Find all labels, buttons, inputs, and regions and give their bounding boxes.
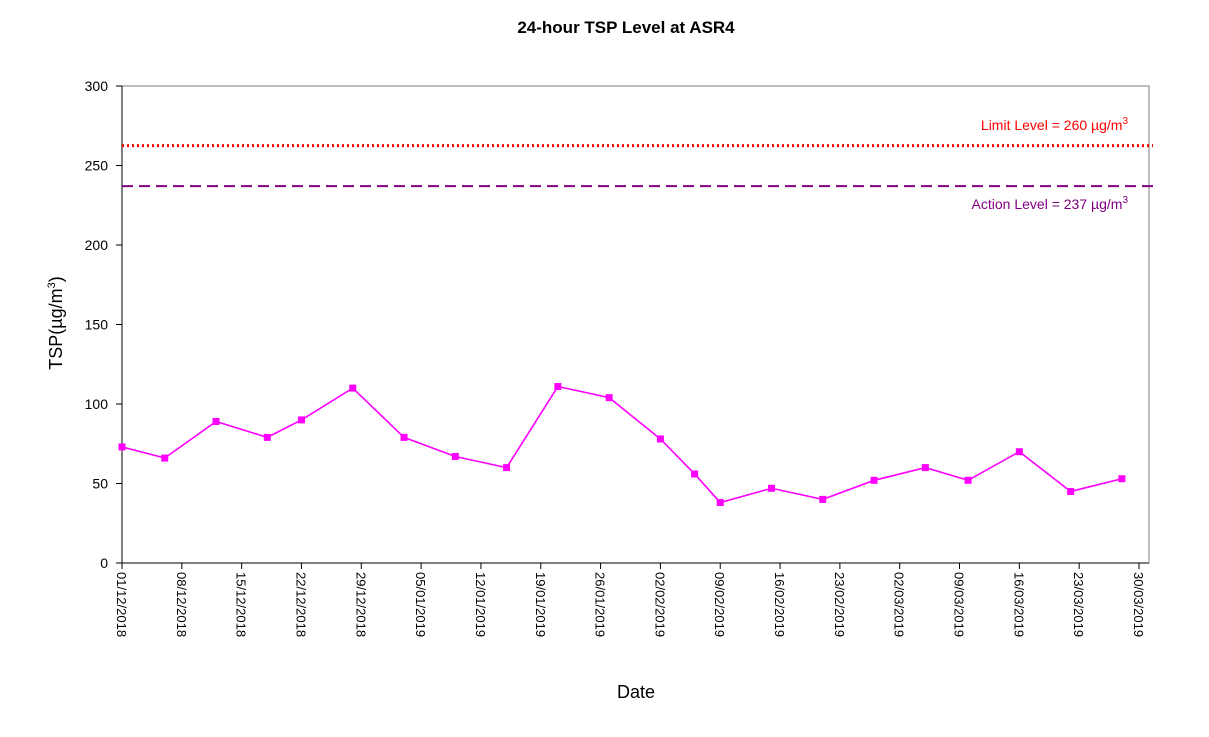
data-point: [691, 470, 699, 478]
x-tick-label: 16/02/2019: [772, 572, 787, 637]
y-tick-label: 300: [85, 78, 109, 94]
y-axis-ticks: 0 50 100 150 200 250 300: [85, 78, 122, 571]
reference-label-unit: µg/m: [1091, 117, 1122, 133]
x-tick-label: 05/01/2019: [413, 572, 428, 637]
reference-label-sup: 3: [1122, 116, 1128, 127]
x-tick-label: 08/12/2018: [174, 572, 189, 637]
reference-label-sup: 3: [1122, 195, 1128, 206]
data-point: [212, 417, 220, 425]
data-point: [870, 476, 878, 484]
data-point: [503, 464, 511, 472]
x-tick-label: 23/03/2019: [1071, 572, 1086, 637]
y-axis-label-base: TSP(: [46, 329, 66, 370]
data-point: [263, 433, 271, 441]
x-tick-label: 22/12/2018: [293, 572, 308, 637]
data-point: [554, 383, 562, 391]
chart-title: 24-hour TSP Level at ASR4: [517, 18, 735, 37]
x-tick-label: 29/12/2018: [353, 572, 368, 637]
x-tick-label: 15/12/2018: [234, 572, 249, 637]
data-point: [964, 476, 972, 484]
y-tick-label: 250: [85, 158, 109, 174]
x-tick-label: 02/03/2019: [892, 572, 907, 637]
x-tick-label: 09/02/2019: [712, 572, 727, 637]
data-point: [716, 499, 724, 507]
data-point: [921, 464, 929, 472]
data-point: [819, 495, 827, 503]
reference-label-unit: µg/m: [1091, 196, 1122, 212]
data-point: [451, 452, 459, 460]
reference-label-237: Action Level = 237 µg/m3: [972, 195, 1129, 212]
x-tick-label: 01/12/2018: [114, 572, 129, 637]
y-tick-label: 50: [92, 476, 108, 492]
data-point: [1118, 475, 1126, 483]
reference-label-260: Limit Level = 260 µg/m3: [981, 116, 1129, 133]
data-series: [118, 383, 1126, 507]
plot-area: [121, 85, 1150, 564]
x-tick-label: 09/03/2019: [952, 572, 967, 637]
data-point: [349, 384, 357, 392]
data-point: [1015, 448, 1023, 456]
x-tick-label: 12/01/2019: [473, 572, 488, 637]
x-axis-label: Date: [617, 682, 655, 702]
y-axis-label-sup: 3: [46, 282, 58, 288]
data-point: [768, 484, 776, 492]
y-axis-label-unit: µg/m: [46, 288, 66, 328]
data-point: [297, 416, 305, 424]
x-tick-label: 02/02/2019: [652, 572, 667, 637]
x-axis-ticks: 01/12/2018 08/12/2018 15/12/2018 22/12/2018…: [114, 563, 1146, 637]
data-point: [605, 394, 613, 402]
y-axis-label-close: ): [46, 276, 66, 282]
data-point: [118, 443, 126, 451]
y-tick-label: 150: [85, 317, 109, 333]
data-point: [1067, 487, 1075, 495]
x-tick-label: 16/03/2019: [1011, 572, 1026, 637]
x-tick-label: 23/02/2019: [832, 572, 847, 637]
x-tick-label: 30/03/2019: [1131, 572, 1146, 637]
data-point: [400, 433, 408, 441]
y-tick-label: 200: [85, 237, 109, 253]
reference-label-prefix: Limit Level = 260: [981, 117, 1091, 133]
data-point: [161, 454, 169, 462]
series-line: [121, 385, 1123, 504]
x-tick-label: 26/01/2019: [593, 572, 608, 637]
y-tick-label: 100: [85, 396, 109, 412]
reference-label-prefix: Action Level = 237: [972, 196, 1091, 212]
y-axis-label: TSP(µg/m3): [46, 276, 66, 370]
x-tick-label: 19/01/2019: [533, 572, 548, 637]
y-tick-label: 0: [100, 555, 108, 571]
data-point: [656, 435, 664, 443]
